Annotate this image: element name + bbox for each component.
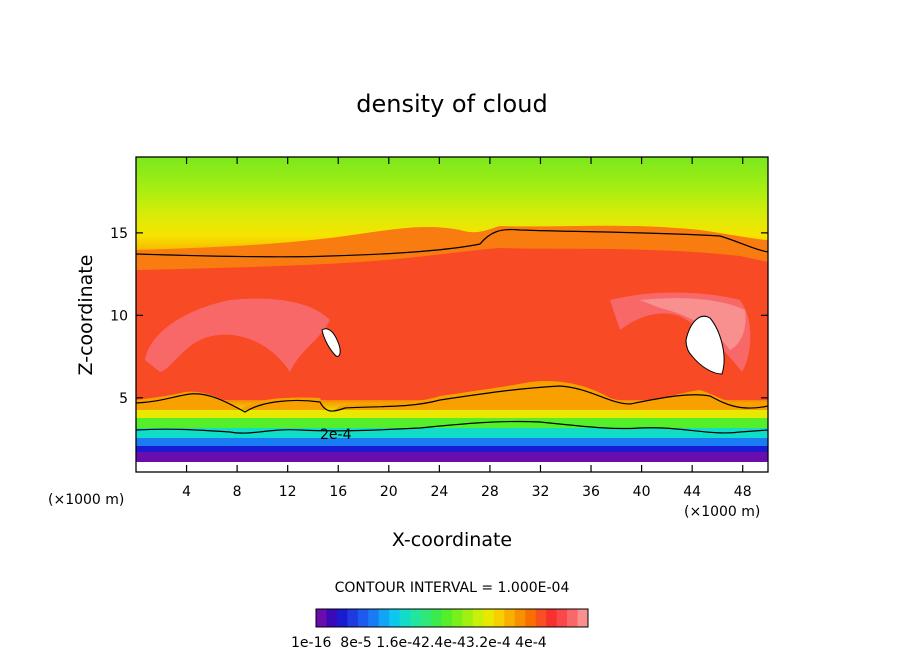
x-unit-note-left: (×1000 m) (48, 492, 124, 508)
colorbar-swatch (326, 609, 338, 627)
band-cyan (136, 428, 768, 438)
x-tick-label: 28 (481, 484, 499, 500)
colorbar-swatch (410, 609, 422, 627)
colorbar-swatch (577, 609, 589, 627)
band-darkblue (136, 446, 768, 452)
x-tick-label: 48 (734, 484, 752, 500)
colorbar-swatch (316, 609, 327, 627)
band-purple (136, 452, 768, 462)
colorbar-swatch (357, 609, 369, 627)
y-axis-label: Z-coordinate (75, 255, 97, 376)
colorbar-swatch (535, 609, 547, 627)
chart-title: density of cloud (356, 90, 547, 118)
colorbar-swatch (483, 609, 495, 627)
contour-base (136, 385, 768, 413)
contour-label: 2e-4 (320, 427, 352, 443)
white-left (321, 328, 341, 357)
colorbar-swatch (514, 609, 526, 627)
x-tick-label: 4 (182, 484, 191, 500)
y-tick-label: 5 (119, 391, 128, 407)
x-axis-label: X-coordinate (392, 529, 512, 551)
colorbar-swatch (452, 609, 463, 627)
x-tick-label: 16 (329, 484, 347, 500)
colorbar-swatch (546, 609, 558, 627)
x-tick-label: 36 (582, 484, 600, 500)
pink-left (145, 298, 330, 372)
contour-interval-text: CONTOUR INTERVAL = 1.000E-04 (335, 580, 570, 596)
x-tick-label: 12 (279, 484, 297, 500)
x-unit-note-right: (×1000 m) (684, 504, 760, 520)
colorbar-frame (315, 608, 589, 628)
colorbar (315, 608, 589, 628)
colorbar-swatch (525, 609, 537, 627)
band-green (136, 418, 768, 428)
colorbar-swatch (368, 609, 380, 627)
colorbar-swatch (493, 609, 505, 627)
colorbar-swatch (567, 609, 578, 627)
x-tick-label: 20 (380, 484, 398, 500)
x-tick-label: 40 (633, 484, 651, 500)
x-axis-ticks: 4 8 12 16 20 24 28 32 36 40 44 48 (182, 157, 752, 500)
heatmap-field (136, 157, 768, 472)
band-yellow (136, 410, 768, 418)
colorbar-swatch (389, 609, 401, 627)
colorbar-swatch (504, 609, 516, 627)
colorbar-swatch (378, 609, 390, 627)
plot-frame (135, 156, 769, 473)
band-blue (136, 438, 768, 446)
colorbar-swatch (556, 609, 568, 627)
colorbar-swatch (431, 609, 442, 627)
x-tick-label: 32 (532, 484, 550, 500)
band-white-bottom (136, 462, 768, 472)
colorbar-swatch (399, 609, 411, 627)
colorbar-swatch (347, 609, 359, 627)
cloud-base (136, 380, 768, 412)
colorbar-swatch (472, 609, 484, 627)
colorbar-swatch (336, 609, 348, 627)
x-tick-label: 44 (683, 484, 701, 500)
colorbar-swatch (420, 609, 432, 627)
colorbar-swatch (462, 609, 474, 627)
colorbar-swatch (441, 609, 453, 627)
contour-2e4 (136, 420, 768, 434)
y-tick-label: 10 (110, 308, 128, 324)
y-tick-label: 15 (110, 226, 128, 242)
x-tick-label: 8 (233, 484, 242, 500)
x-tick-label: 24 (430, 484, 448, 500)
colorbar-labels: 1e-16 8e-5 1.6e-42.4e-43.2e-4 4e-4 (291, 635, 547, 651)
contour-top (136, 228, 768, 258)
y-axis-ticks: 5 10 15 (110, 226, 768, 407)
white-right (685, 315, 725, 375)
